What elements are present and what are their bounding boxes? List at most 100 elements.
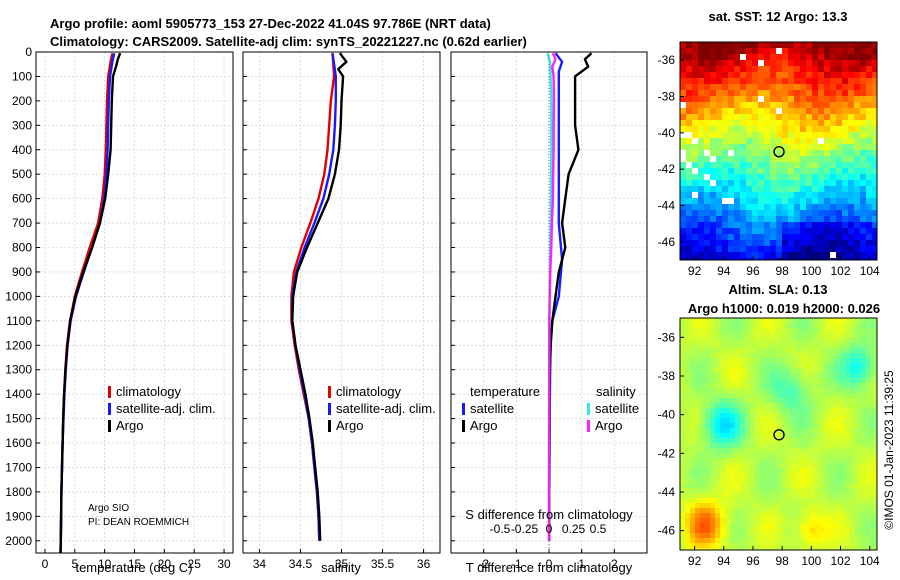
sst_map-cell xyxy=(716,204,723,211)
sla_map-cell xyxy=(725,328,731,334)
sla_map-cell xyxy=(875,423,877,429)
sst_map-cell xyxy=(830,162,837,169)
sst_map-cell xyxy=(764,78,771,85)
sla_map-cell xyxy=(700,488,706,494)
sst_map-cell xyxy=(866,204,873,211)
temperature-ytick-label: 1500 xyxy=(5,412,32,426)
sla_map-cell xyxy=(800,468,806,474)
sla_map-cell xyxy=(865,413,871,419)
sst_map-cell xyxy=(764,216,771,223)
sla_map-cell xyxy=(810,373,816,379)
sla_map-cell xyxy=(800,443,806,449)
sla_map-cell xyxy=(810,458,816,464)
sst_map-cell xyxy=(842,54,849,61)
sla_map-cell xyxy=(785,443,791,449)
sla_map-cell xyxy=(710,368,716,374)
sst_map-cell xyxy=(746,138,753,145)
sla_map-cell xyxy=(830,503,836,509)
sla_map-cell xyxy=(830,448,836,454)
sst_map-cell xyxy=(680,90,687,97)
sla_map-cell xyxy=(765,433,771,439)
sla_map-cell xyxy=(840,458,846,464)
sla_map-cell xyxy=(715,458,721,464)
sla_map-cell xyxy=(745,408,751,414)
sst_map-cell xyxy=(770,222,777,229)
sla_map-cell xyxy=(860,473,866,479)
sst-map-panel: 92 94 96 98 100 102 104-36-38-40-42-44-46 xyxy=(658,41,880,278)
sla_map-cell xyxy=(755,533,761,539)
sla_map-cell xyxy=(855,498,861,504)
sst_map-cell xyxy=(848,138,855,145)
sst_map-cell xyxy=(704,252,711,259)
sla_map-cell xyxy=(820,328,826,334)
sst_map-cell xyxy=(740,204,747,211)
sst_map-cell xyxy=(734,228,741,235)
sla_map-cell xyxy=(790,458,796,464)
sst_map-cell xyxy=(854,66,861,73)
sst_map-cell xyxy=(722,54,729,61)
sst_map-cell xyxy=(740,126,747,133)
sla_map-cell xyxy=(715,538,721,544)
sst_map-cell xyxy=(746,234,753,241)
sst_map-cell xyxy=(794,144,801,151)
sst_map-cell xyxy=(842,210,849,217)
sla_map-cell xyxy=(840,423,846,429)
sla_map-cell xyxy=(750,523,756,529)
sst_map-cell xyxy=(818,186,825,193)
sst_map-cell xyxy=(686,180,693,187)
credit-pi: PI: DEAN ROEMMICH xyxy=(88,517,189,528)
sla_map-cell xyxy=(765,463,771,469)
sla_map-cell xyxy=(770,488,776,494)
sst_map-cell xyxy=(830,144,837,151)
sla_map-cell xyxy=(740,458,746,464)
sla_map-cell xyxy=(715,413,721,419)
sst_map-cell xyxy=(854,108,861,115)
sst-map-title: sat. SST: 12 Argo: 13.3 xyxy=(709,9,848,24)
sla_map-cell xyxy=(710,408,716,414)
sla_map-cell xyxy=(830,328,836,334)
sla_map-cell xyxy=(790,398,796,404)
sst_map-cell xyxy=(794,78,801,85)
sla_map-cell xyxy=(765,383,771,389)
sla_map-cell xyxy=(700,338,706,344)
sst_map-cell xyxy=(842,66,849,73)
sst_map-cell xyxy=(806,132,813,139)
sla_map-cell xyxy=(750,428,756,434)
sla_map-cell xyxy=(875,358,877,364)
sst_map-cell xyxy=(836,54,843,61)
sst_map-cell xyxy=(686,48,693,55)
sla_map-cell xyxy=(790,448,796,454)
sla_map-cell xyxy=(850,468,856,474)
sla_map-cell xyxy=(765,493,771,499)
sla_map-cell xyxy=(835,508,841,514)
sla_map-cell xyxy=(705,548,711,550)
sla_map-cell xyxy=(845,423,851,429)
sla_map-cell xyxy=(725,528,731,534)
sla_map-cell xyxy=(745,498,751,504)
sla_map-cell xyxy=(780,333,786,339)
sst_map-cell xyxy=(680,102,687,109)
sst_map-cell xyxy=(710,48,717,55)
sst_map-cell xyxy=(782,54,789,61)
sst_map-cell xyxy=(794,48,801,55)
sst_map-cell xyxy=(776,114,783,121)
sla_map-cell xyxy=(825,373,831,379)
sla_map-cell xyxy=(685,408,691,414)
sst_map-cell xyxy=(824,66,831,73)
sla_map-cell xyxy=(730,533,736,539)
sst_map-cell xyxy=(806,234,813,241)
sla_map-cell xyxy=(855,373,861,379)
sst_map-cell xyxy=(866,54,873,61)
sst_map-cell xyxy=(722,144,729,151)
sla_map-cell xyxy=(860,508,866,514)
sla_map-cell xyxy=(845,493,851,499)
sla_map-cell xyxy=(815,333,821,339)
sst_map-cell xyxy=(746,126,753,133)
sla_map-cell xyxy=(700,353,706,359)
sla_map-cell xyxy=(800,403,806,409)
sla_map-cell xyxy=(865,388,871,394)
sla_map-cell xyxy=(785,323,791,329)
sla_map-cell xyxy=(765,543,771,549)
sla_map-cell xyxy=(835,413,841,419)
sla_map-cell xyxy=(760,533,766,539)
